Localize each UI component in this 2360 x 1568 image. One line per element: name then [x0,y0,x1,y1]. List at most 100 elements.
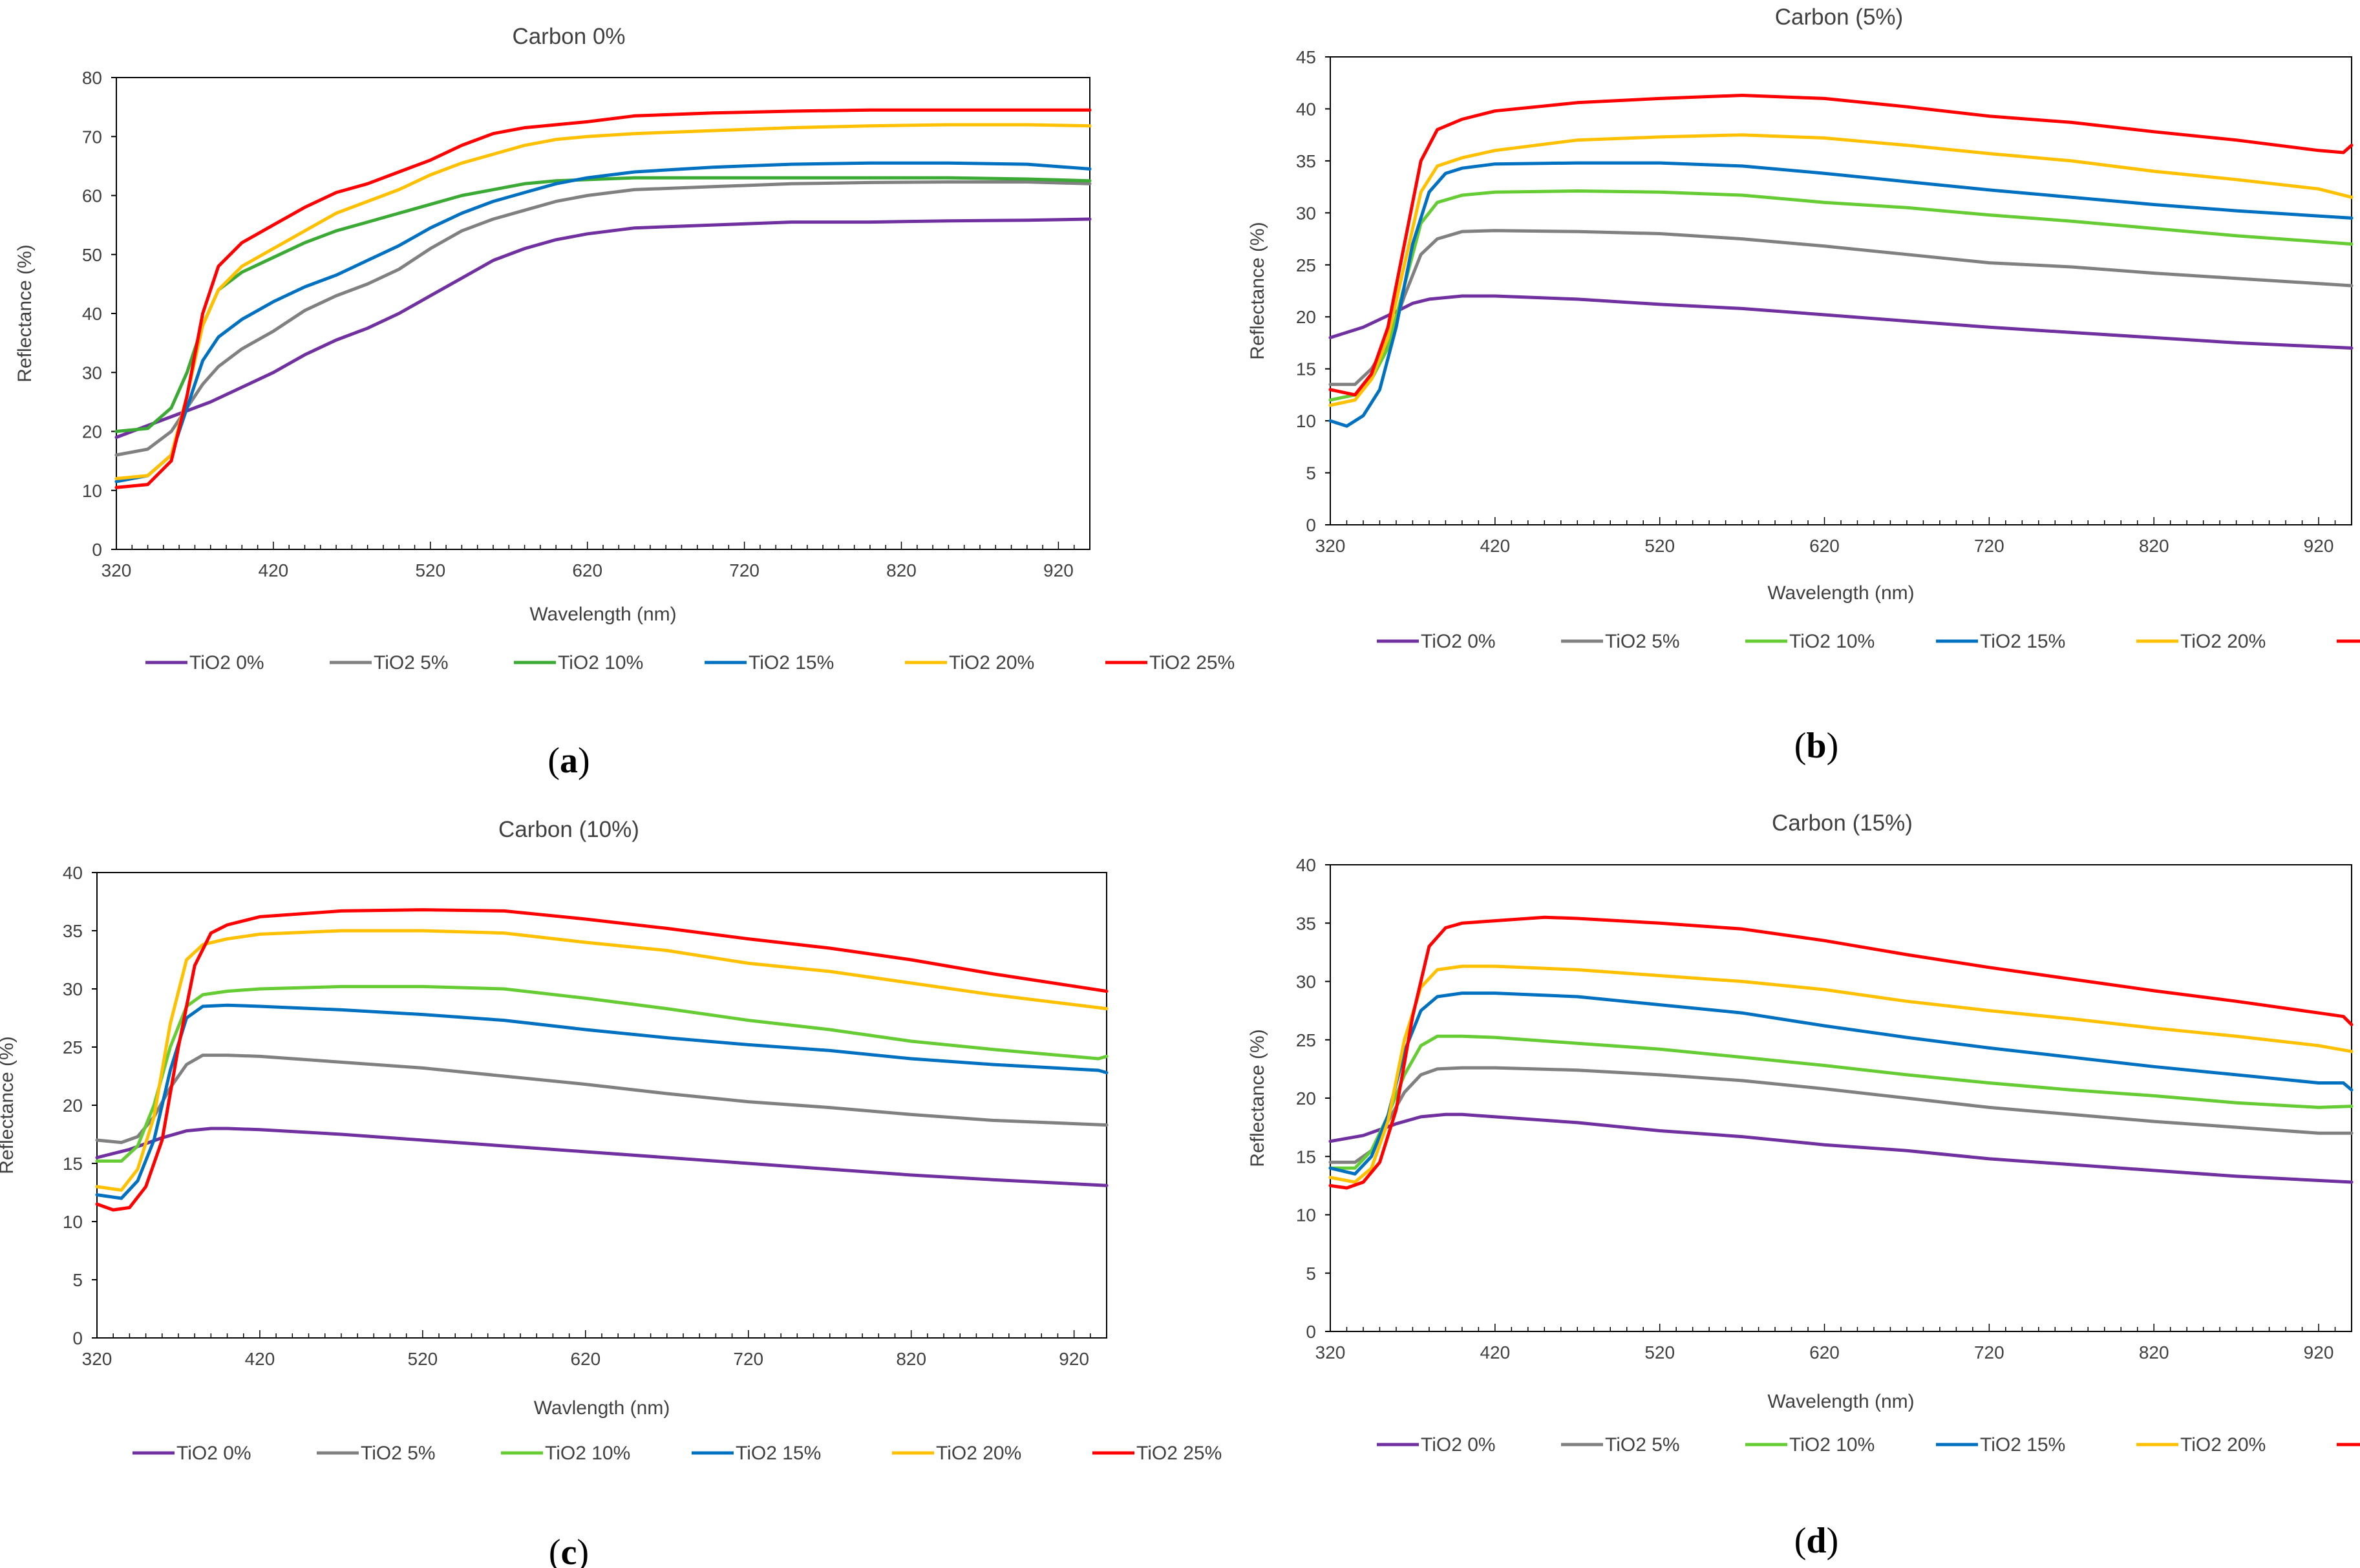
y-tick-label: 40 [63,863,83,883]
plot-frame [116,77,1090,550]
x-tick-label: 620 [1809,1342,1840,1362]
x-tick-label: 320 [101,560,132,580]
plot-frame [1330,56,2352,525]
y-tick-label: 40 [1296,99,1316,119]
legend-label: TiO2 0% [1421,1434,1496,1456]
y-tick-label: 0 [1306,515,1316,535]
y-tick-label: 30 [63,979,83,999]
x-tick-label: 520 [1644,1342,1675,1362]
x-tick-label: 420 [245,1349,275,1369]
series-line-tio2-5- [114,180,1092,457]
y-tick-label: 35 [1296,151,1316,171]
legend-label: TiO2 5% [1605,1434,1680,1456]
y-tick-label: 20 [1296,307,1316,327]
x-tick-label: 720 [733,1349,763,1369]
y-tick-label: 0 [1306,1322,1316,1342]
legend-label: TiO2 15% [1980,631,2065,652]
y-tick-label: 20 [1296,1088,1316,1108]
x-tick-label: 420 [259,560,289,580]
panel-caption: (d) [1794,1521,1838,1561]
x-tick-label: 920 [2304,536,2334,556]
y-tick-label: 5 [1306,1264,1316,1284]
legend-label: TiO2 0% [176,1443,251,1464]
y-tick-label: 10 [63,1212,83,1232]
x-tick-label: 620 [1809,536,1840,556]
legend-label: TiO2 20% [949,652,1034,673]
y-tick-label: 80 [82,68,102,88]
y-tick-label: 40 [1296,855,1316,875]
x-tick-label: 820 [2139,536,2169,556]
x-tick-label: 820 [2139,1342,2169,1362]
y-tick-label: 45 [1296,47,1316,67]
x-tick-label: 920 [1043,560,1074,580]
series-line-tio2-0- [1328,1112,2354,1184]
y-tick-label: 10 [1296,411,1316,431]
series-line-tio2-0- [114,217,1092,440]
x-axis-label: Wavelength (nm) [529,604,676,625]
legend-label: TiO2 15% [1980,1434,2065,1456]
legend-label: TiO2 10% [1789,1434,1875,1456]
chart-title: Carbon (5%) [1775,5,1903,30]
x-tick-label: 820 [896,1349,926,1369]
x-tick-label: 520 [1644,536,1675,556]
y-tick-label: 0 [72,1328,83,1348]
series-line-tio2-20- [1328,133,2354,407]
legend-label: TiO2 5% [361,1443,436,1464]
series-line-tio2-25- [114,108,1092,489]
y-tick-label: 35 [1296,913,1316,933]
legend-label: TiO2 10% [545,1443,630,1464]
y-tick-label: 40 [82,304,102,324]
x-tick-label: 320 [1315,1342,1346,1362]
legend-label: TiO2 5% [1605,631,1680,652]
y-tick-label: 30 [1296,203,1316,223]
x-axis-label: Wavelength (nm) [1767,582,1914,604]
chart-title: Carbon 0% [512,24,625,49]
legend-label: TiO2 25% [1149,652,1235,673]
chart-title: Carbon (15%) [1772,810,1913,836]
series-line-tio2-10- [1328,1034,2354,1170]
chart-title: Carbon (10%) [498,817,639,842]
x-tick-label: 820 [886,560,917,580]
legend-label: TiO2 20% [2180,631,2266,652]
x-tick-label: 720 [1974,1342,2004,1362]
y-tick-label: 15 [1296,1147,1316,1167]
x-tick-label: 520 [408,1349,438,1369]
series-line-tio2-0- [95,1127,1109,1187]
chart-panel-d: Carbon (15%) 0 5 10 15 20 25 30 35 40 320 420 520 620… [1247,810,2360,1561]
x-tick-label: 920 [2304,1342,2334,1362]
y-tick-label: 5 [72,1270,83,1290]
x-tick-label: 420 [1480,1342,1510,1362]
x-tick-label: 620 [570,1349,601,1369]
legend-label: TiO2 15% [736,1443,821,1464]
series-line-tio2-20- [114,123,1092,480]
series-line-tio2-10- [1328,189,2354,402]
series-line-tio2-20- [1328,964,2354,1184]
legend-label: TiO2 25% [1136,1443,1222,1464]
x-tick-label: 620 [572,560,602,580]
panel-caption: (b) [1794,726,1838,766]
series-line-tio2-10- [95,984,1109,1163]
x-axis-label: Wavlength (nm) [534,1397,670,1419]
legend-label: TiO2 0% [189,652,264,673]
x-tick-label: 420 [1480,536,1510,556]
y-tick-label: 35 [63,921,83,941]
chart-panel-c: Carbon (10%) 0 5 10 15 20 25 30 35 40 320 420 520 620… [0,817,1222,1568]
y-axis-label: Reflectance (%) [1247,1029,1268,1167]
x-tick-label: 520 [415,560,445,580]
series-line-tio2-20- [95,929,1109,1192]
series-line-tio2-25- [1328,94,2354,397]
y-tick-label: 30 [82,363,102,383]
panel-caption: (a) [547,741,590,781]
legend-label: TiO2 0% [1421,631,1496,652]
y-axis-label: Reflectance (%) [1247,222,1268,359]
legend-label: TiO2 10% [558,652,643,673]
series-line-tio2-0- [1328,294,2354,350]
series-line-tio2-25- [1328,915,2354,1190]
x-tick-label: 720 [729,560,760,580]
legend-label: TiO2 10% [1789,631,1875,652]
chart-panel-a: Carbon 0% 0 10 20 30 40 50 60 70 80 320 420 520 620 72… [14,24,1235,781]
y-tick-label: 10 [1296,1205,1316,1225]
y-tick-label: 60 [82,186,102,206]
x-tick-label: 720 [1974,536,2004,556]
